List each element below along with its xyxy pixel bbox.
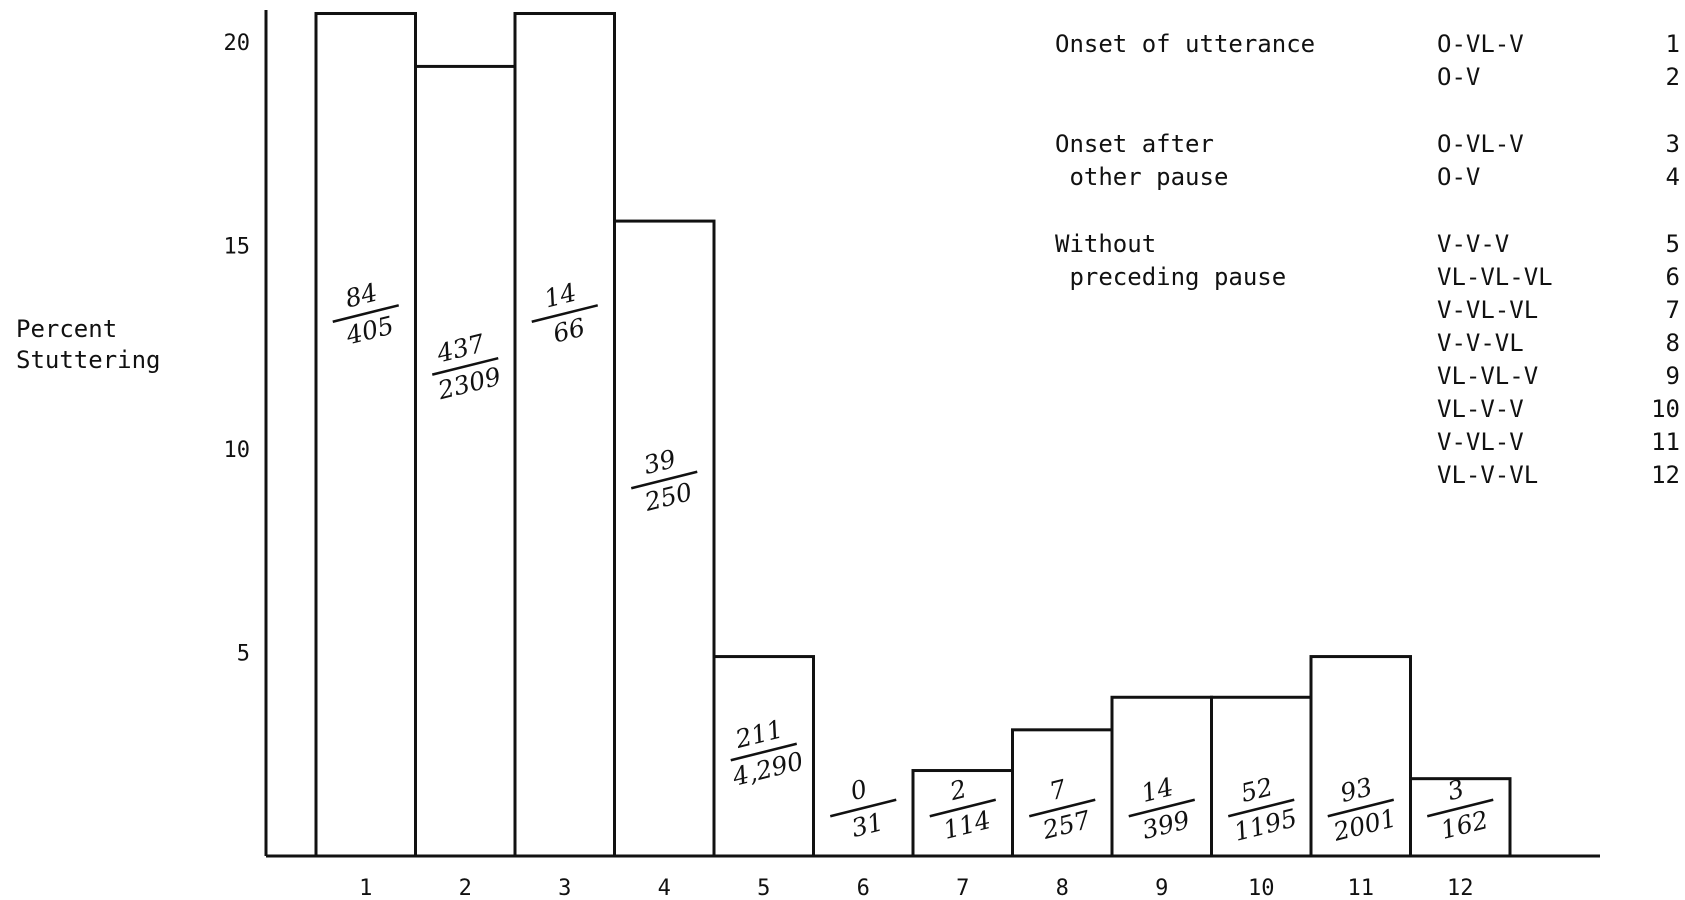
- fraction-bar: [630, 470, 698, 490]
- bar-11: [1309, 655, 1412, 858]
- legend-code: V-VL-V: [1437, 428, 1524, 456]
- bar-fraction-label: 031: [829, 774, 897, 843]
- bar-3: [513, 12, 616, 858]
- legend-group-label: preceding pause: [1055, 263, 1286, 291]
- x-tick-label: 5: [757, 876, 770, 900]
- bar-5: [712, 655, 815, 858]
- fraction-numerator: 3: [1445, 774, 1467, 806]
- legend-code: VL-V-VL: [1437, 461, 1538, 489]
- fraction-bar: [730, 742, 798, 762]
- fraction-bar: [332, 304, 400, 323]
- legend-code: V-V-VL: [1437, 329, 1524, 357]
- legend-group: Onset of utterance O-VL-V 1 O-V 2: [1055, 30, 1680, 91]
- legend-bar-number: 4: [1666, 163, 1680, 191]
- legend-bar-number: 9: [1666, 362, 1680, 390]
- legend-group-label: Without: [1055, 230, 1156, 258]
- bar-4: [613, 219, 716, 858]
- legend-bar-number: 8: [1666, 329, 1680, 357]
- x-tick-labels: 1 2 3 4 5 6 7 8 9 10 11 12: [359, 876, 1473, 900]
- legend-bar-number: 2: [1666, 63, 1680, 91]
- bar-8: [1011, 728, 1114, 858]
- y-tick-label: 5: [237, 642, 250, 667]
- x-tick-label: 10: [1248, 876, 1275, 900]
- legend-code: O-VL-V: [1437, 130, 1524, 158]
- bar-12: [1409, 777, 1512, 858]
- x-tick-label: 1: [359, 876, 372, 900]
- x-tick-label: 12: [1447, 876, 1474, 900]
- fraction-numerator: 2: [946, 774, 969, 806]
- legend-bar-number: 10: [1651, 395, 1680, 423]
- legend-bar-number: 12: [1651, 461, 1680, 489]
- fraction-bar: [929, 798, 997, 818]
- x-tick-label: 6: [857, 876, 870, 900]
- legend-bar-number: 6: [1666, 263, 1680, 291]
- fraction-bar: [829, 798, 897, 818]
- legend-code: VL-V-V: [1437, 395, 1524, 423]
- y-tick-labels: 5 10 15 20: [224, 31, 251, 667]
- x-tick-label: 4: [658, 876, 671, 900]
- y-tick-label: 10: [224, 438, 251, 463]
- legend-code: V-V-V: [1437, 230, 1509, 258]
- bar-1: [314, 12, 417, 858]
- bar-9: [1110, 695, 1213, 858]
- legend-group: Onset after other pause O-VL-V 3 O-V 4: [1055, 130, 1680, 191]
- y-axis-label-line-1: Percent: [16, 315, 117, 343]
- fraction-numerator: 0: [848, 774, 871, 806]
- x-tick-label: 9: [1155, 876, 1168, 900]
- legend-code: O-VL-V: [1437, 30, 1524, 58]
- bar-2: [414, 64, 517, 858]
- x-tick-label: 11: [1348, 876, 1375, 900]
- fraction-bar: [1028, 798, 1096, 818]
- legend: Onset of utterance O-VL-V 1 O-V 2 Onset after…: [1055, 30, 1680, 489]
- y-tick-label: 20: [224, 31, 251, 56]
- fraction-bar: [431, 356, 499, 376]
- legend-group: Without preceding pause V-V-V 5 VL-VL-VL 6 V-…: [1055, 230, 1680, 489]
- x-tick-label: 7: [956, 876, 969, 900]
- legend-bar-number: 7: [1666, 296, 1680, 324]
- legend-code: O-V: [1437, 63, 1480, 91]
- legend-bar-number: 11: [1651, 428, 1680, 456]
- legend-group-label: other pause: [1055, 163, 1228, 191]
- legend-code: VL-VL-VL: [1437, 263, 1553, 291]
- legend-code: O-V: [1437, 163, 1480, 191]
- y-axis-label-line-2: Stuttering: [16, 346, 161, 374]
- fraction-bar: [1327, 798, 1395, 818]
- legend-group-label: Onset of utterance: [1055, 30, 1315, 58]
- x-tick-label: 3: [558, 876, 571, 900]
- bars: [314, 12, 1512, 858]
- legend-code: VL-VL-V: [1437, 362, 1538, 390]
- fraction-bar: [1128, 798, 1196, 818]
- y-tick-label: 15: [224, 235, 251, 260]
- legend-group-label: Onset after: [1055, 130, 1214, 158]
- fraction-numerator: 7: [1047, 774, 1070, 806]
- fraction-bar: [531, 304, 599, 323]
- fraction-bar: [1227, 798, 1295, 818]
- legend-code: V-VL-VL: [1437, 296, 1538, 324]
- fraction-denominator: 31: [849, 807, 887, 843]
- legend-bar-number: 1: [1666, 30, 1680, 58]
- x-tick-label: 8: [1056, 876, 1069, 900]
- x-tick-label: 2: [459, 876, 472, 900]
- legend-bar-number: 5: [1666, 230, 1680, 258]
- legend-bar-number: 3: [1666, 130, 1680, 158]
- fraction-bar: [1426, 798, 1494, 818]
